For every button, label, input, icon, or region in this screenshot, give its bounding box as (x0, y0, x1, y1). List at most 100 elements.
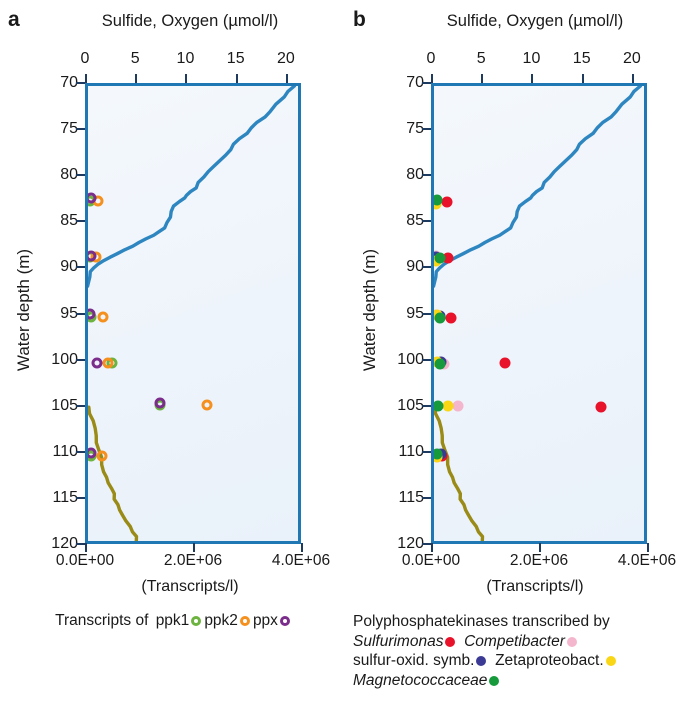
bottom-tick-mark (301, 543, 303, 552)
y-tick-label: 85 (60, 212, 78, 230)
bottom-tick-mark (539, 543, 541, 552)
y-tick-mark (422, 404, 431, 407)
legend-label: ppk1 (155, 612, 190, 629)
bottom-tick-label: 2.0E+06 (163, 552, 223, 569)
data-point-ppk2 (96, 450, 107, 462)
top-tick-label: 20 (277, 50, 295, 67)
y-tick-mark (422, 220, 431, 223)
legend-marker-icon (566, 636, 577, 647)
legend-label: Sulfurimonas (353, 632, 444, 650)
legend-label: ppx (252, 612, 278, 629)
y-tick-label: 110 (398, 442, 424, 460)
legend-label: sulfur-oxid. symb. (353, 652, 475, 669)
legend-label: Zetaproteobact. (495, 652, 604, 669)
y-tick-mark (76, 543, 85, 545)
data-point-magnetococcaceae (434, 448, 443, 460)
panel-b-bottom-axis-title: (Transcripts/l) (486, 578, 584, 595)
data-point-ppx (88, 308, 96, 320)
data-point-magnetococcaceae (434, 312, 446, 324)
legend-label: ppk2 (204, 612, 238, 629)
panel-a-legend: Transcripts of ppk1 ppk2 ppx (0, 612, 345, 630)
data-point-zetaproteobact (442, 400, 454, 412)
y-tick-mark (76, 450, 85, 453)
sulfide-profile-curve (89, 407, 137, 541)
top-tick-mark (185, 74, 188, 83)
bottom-tick-label: 4.0E+06 (271, 552, 331, 569)
y-tick-label: 105 (51, 396, 78, 414)
legend-marker-icon (239, 616, 250, 626)
legend-item-ppk1: ppk1 (156, 612, 202, 630)
y-tick-label: 90 (406, 258, 424, 276)
top-tick-label: 10 (522, 50, 541, 67)
panel-a-top-axis-title: Sulfide, Oxygen (µmol/l) (101, 12, 279, 30)
data-point-ppk2 (97, 311, 109, 322)
y-tick-label: 115 (52, 488, 78, 506)
top-tick-mark (481, 74, 484, 83)
y-tick-mark (76, 358, 85, 361)
panel-b-plot-area (431, 83, 647, 544)
top-tick-label: 20 (623, 50, 641, 67)
legend-a-prefix: Transcripts of (55, 612, 153, 629)
y-tick-mark (422, 174, 431, 177)
legend-item-ppk2: ppk2 (204, 612, 250, 630)
top-tick-mark (85, 74, 87, 83)
y-tick-mark (422, 128, 431, 131)
legend-item-ppx: ppx (253, 612, 290, 630)
y-tick-mark (76, 496, 85, 499)
panel-b-profile-curves (434, 86, 644, 541)
data-point-ppk2 (102, 357, 114, 369)
panel-b-y-axis-title: Water depth (m) (360, 248, 379, 372)
panel-a: a Sulfide, Oxygen (µmol/l) 0 5 10 15 20 70 75… (0, 8, 345, 630)
y-tick-label: 75 (406, 120, 424, 138)
y-tick-mark (422, 450, 431, 453)
y-tick-label: 85 (406, 212, 424, 230)
data-point-magnetococcaceae (434, 194, 443, 206)
y-tick-label: 120 (397, 535, 424, 552)
data-point-ppx (88, 192, 97, 204)
y-tick-mark (76, 128, 85, 131)
data-point-sulfurimonas (442, 252, 453, 264)
data-point-sulfurimonas (445, 312, 457, 324)
panel-a-bottom-tick-labels: 0.0E+00 2.0E+06 4.0E+06 (0, 543, 345, 574)
legend-label: Magnetococcaceae (353, 671, 488, 689)
data-point-competibacter (452, 400, 464, 412)
panel-b-legend: Polyphosphatekinases transcribed by Sulfu… (353, 612, 690, 690)
bottom-tick-label: 2.0E+06 (509, 552, 569, 569)
panel-b-top-tick-labels: 0 5 10 15 20 (345, 50, 690, 83)
top-tick-mark (135, 74, 138, 83)
y-tick-mark (422, 543, 431, 545)
y-tick-mark (76, 174, 85, 177)
sulfide-profile-curve (435, 407, 483, 541)
y-tick-mark (76, 404, 85, 407)
top-tick-mark (531, 74, 534, 83)
y-tick-label: 80 (406, 166, 424, 184)
data-point-magnetococcaceae (434, 400, 444, 412)
panel-a-y-axis-title: Water depth (m) (14, 248, 33, 372)
bottom-tick-mark (193, 543, 195, 552)
y-tick-label: 90 (60, 258, 78, 276)
y-tick-mark (422, 358, 431, 361)
panel-a-plot-area (85, 83, 301, 544)
y-tick-mark (422, 82, 431, 84)
top-tick-label: 15 (572, 50, 591, 67)
y-tick-mark (422, 312, 431, 315)
y-tick-mark (76, 82, 85, 84)
legend-row: Magnetococcaceae (353, 671, 690, 691)
data-point-ppk2 (201, 399, 213, 411)
legend-row: sulfur-oxid. symb. Zetaproteobact. (353, 651, 690, 671)
legend-label: Competibacter (464, 632, 565, 650)
data-point-magnetococcaceae (434, 252, 446, 264)
panel-a-letter: a (8, 8, 20, 31)
oxygen-profile-curve (88, 86, 294, 286)
panel-a-bottom-axis-title: (Transcripts/l) (141, 578, 239, 595)
panel-b: b Sulfide, Oxygen (µmol/l) 0 5 10 15 20 (345, 0, 690, 715)
top-tick-label: 15 (226, 50, 245, 67)
data-point-ppx (88, 250, 97, 262)
y-tick-mark (422, 266, 431, 269)
data-point-magnetococcaceae (434, 358, 446, 370)
top-tick-mark (631, 74, 634, 83)
y-tick-label: 95 (60, 304, 78, 322)
top-tick-label: 0 (80, 50, 90, 67)
data-point-sulfurimonas (595, 401, 607, 413)
y-tick-label: 80 (60, 166, 78, 184)
